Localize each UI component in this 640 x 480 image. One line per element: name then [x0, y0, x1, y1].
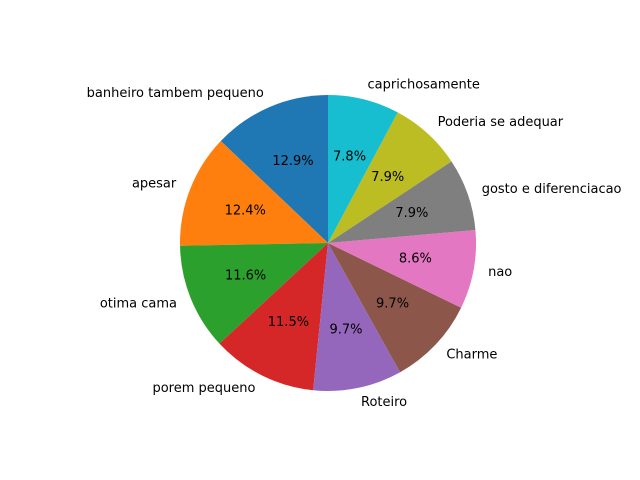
percent-label: 9.7%	[329, 322, 362, 337]
percent-label: 11.5%	[268, 315, 309, 330]
category-label-gosto-e-diferenciacao: gosto e diferenciacao	[482, 182, 622, 197]
pie-slice-roteiro	[313, 243, 401, 391]
pie-slice-gosto-e-diferenciacao	[328, 161, 476, 243]
percent-label: 11.6%	[225, 269, 266, 284]
percent-label: 7.8%	[333, 149, 366, 164]
pie-slice-porem-pequeno	[219, 243, 328, 391]
pie-slice-poderia-se-adequar	[328, 112, 452, 243]
pie-slice-nao	[328, 229, 476, 308]
pie-slice-otima-cama	[180, 243, 328, 344]
pie-slice-banheiro-tambem-pequeno	[220, 95, 328, 243]
category-label-charme: Charme	[446, 347, 497, 362]
percent-label: 8.6%	[399, 252, 432, 267]
category-label-apesar: apesar	[132, 177, 177, 192]
percent-label: 12.9%	[272, 154, 313, 169]
percent-label: 7.9%	[395, 206, 428, 221]
percent-labels: 12.9% 12.4% 11.6% 11.5% 9.7% 9.7% 8.6% 7.9% 7.9%…	[225, 149, 432, 337]
percent-label: 9.7%	[376, 296, 409, 311]
category-label-poderia-se-adequar: Poderia se adequar	[438, 115, 564, 130]
category-label-nao: nao	[488, 265, 512, 280]
category-label-otima-cama: otima cama	[100, 296, 177, 311]
percent-label: 7.9%	[371, 170, 404, 185]
category-label-porem-pequeno: porem pequeno	[152, 381, 255, 396]
percent-label: 12.4%	[225, 203, 266, 218]
pie-slices	[180, 95, 476, 391]
category-label-roteiro: Roteiro	[361, 395, 407, 410]
category-label-caprichosamente: caprichosamente	[367, 78, 479, 93]
pie-slice-caprichosamente	[328, 95, 398, 243]
category-labels: banheiro tambem pequeno apesar otima cama p…	[87, 78, 622, 410]
category-label-banheiro-tambem-pequeno: banheiro tambem pequeno	[87, 86, 264, 101]
pie-slice-charme	[328, 243, 462, 373]
pie-slice-apesar	[180, 141, 328, 246]
